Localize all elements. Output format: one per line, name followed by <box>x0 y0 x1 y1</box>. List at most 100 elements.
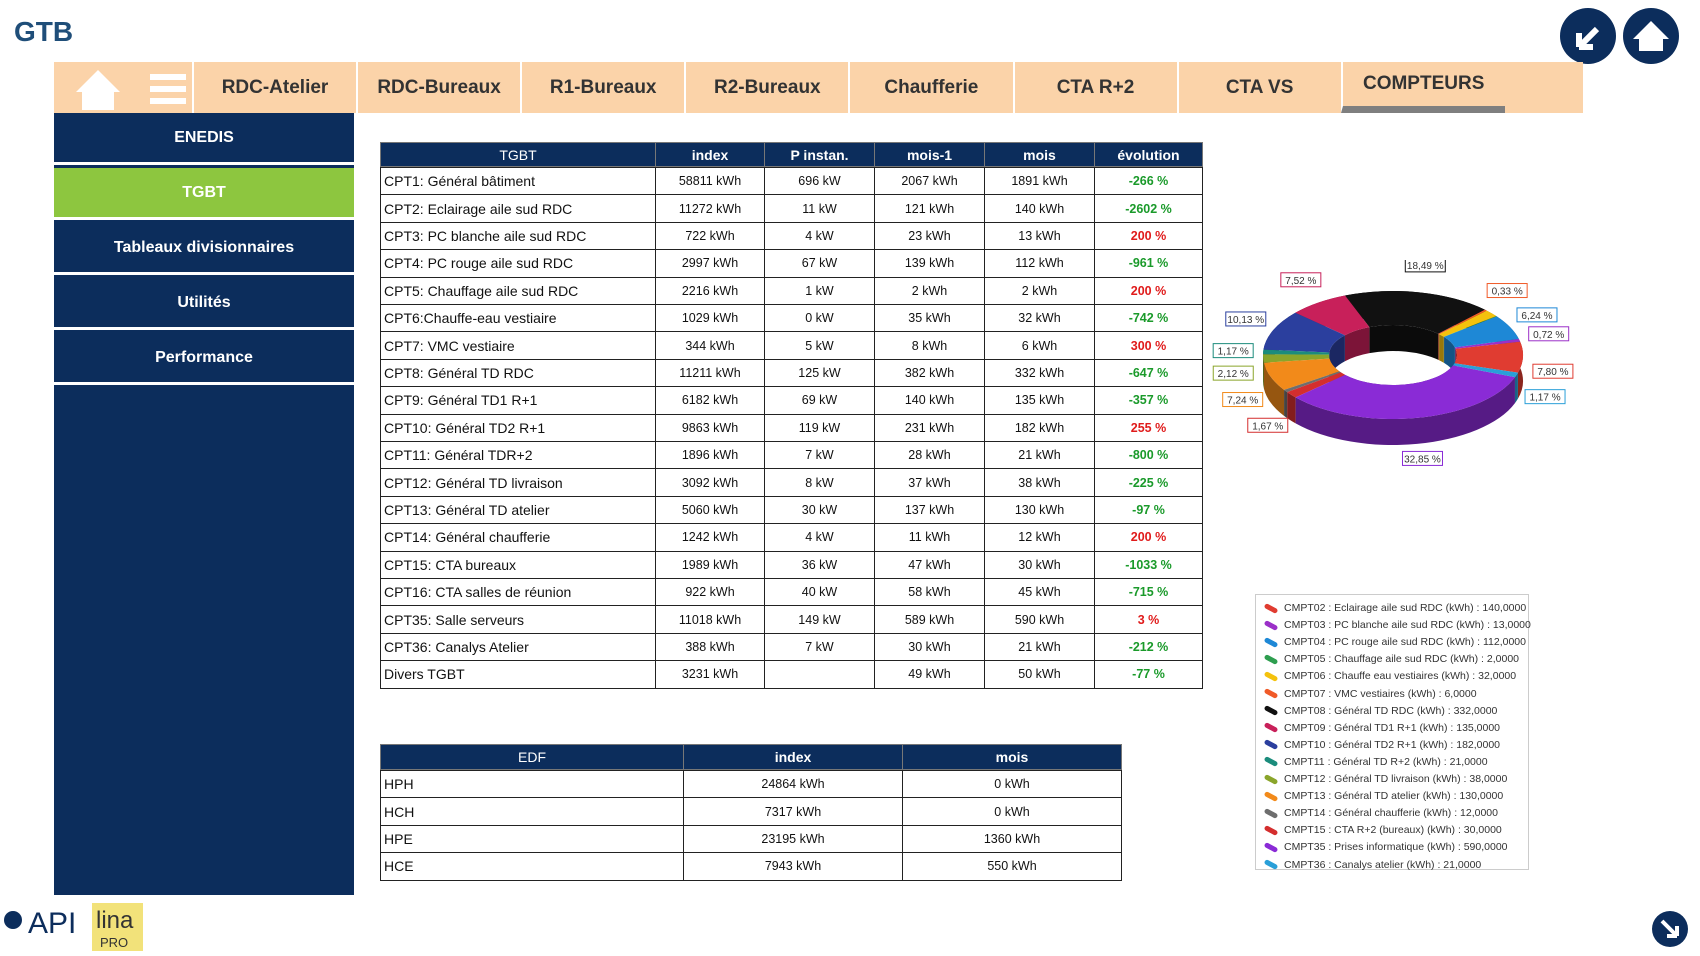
legend-label: CMPT10 : Général TD2 R+1 (kWh) : 182,000… <box>1284 738 1501 751</box>
lina-logo-box <box>92 903 143 951</box>
legend-label: CMPT09 : Général TD1 R+1 (kWh) : 135,000… <box>1284 721 1501 734</box>
table-cell: CPT11: Général TDR+2 <box>380 441 656 470</box>
legend-swatch <box>1263 705 1279 717</box>
legend-entry: CMPT03 : PC blanche aile sud RDC (kWh) :… <box>1263 617 1531 633</box>
legend-entry: CMPT02 : Eclairage aile sud RDC (kWh) : … <box>1263 600 1527 616</box>
slice-inner-side <box>1438 333 1440 361</box>
table-header-cell: TGBT <box>380 142 656 167</box>
app-title: GTB <box>14 16 74 47</box>
nav-tab[interactable]: RDC-Atelier <box>192 62 356 113</box>
table-cell: -800 % <box>1094 441 1203 470</box>
table-cell: 112 kWh <box>984 249 1095 278</box>
nav-tab[interactable]: CTA VS <box>1176 62 1341 113</box>
sidebar-item[interactable]: Tableaux divisionnaires <box>54 223 354 275</box>
slice-side <box>1514 372 1518 404</box>
legend-label: CMPT15 : CTA R+2 (bureaux) (kWh) : 30,00… <box>1284 824 1502 837</box>
table-cell: -77 % <box>1094 660 1203 689</box>
table-cell: 8 kWh <box>874 331 985 360</box>
legend-entry: CMPT11 : Général TD R+2 (kWh) : 21,0000 <box>1263 754 1488 770</box>
table-cell: 13 kWh <box>984 221 1095 251</box>
table-cell: 2 kWh <box>874 276 985 305</box>
legend-swatch <box>1263 739 1279 751</box>
legend-swatch <box>1263 756 1279 768</box>
table-cell: 9863 kWh <box>655 413 765 442</box>
donut-chart: 7,80 % 0,72 % 6,24 % 0,33 % 18,49 % 7,52 % 10,… <box>1212 260 1574 466</box>
table-cell: 7 kW <box>764 632 875 662</box>
table-cell: -212 % <box>1094 632 1203 662</box>
slice-label: 1,17 % <box>1529 393 1560 404</box>
table-cell: CPT10: Général TD2 R+1 <box>380 413 656 442</box>
table-cell: -357 % <box>1094 386 1203 415</box>
table-cell: 0 kWh <box>902 797 1122 826</box>
table-cell: HPE <box>380 824 684 854</box>
table-cell: 32 kWh <box>984 304 1095 333</box>
table-cell: 137 kWh <box>874 495 985 525</box>
legend-label: CMPT36 : Canalys atelier (kWh) : 21,0000 <box>1284 858 1482 871</box>
donut-slice <box>1454 341 1523 373</box>
legend-entry: CMPT13 : Général TD atelier (kWh) : 130,… <box>1263 788 1503 804</box>
table-cell: CPT8: Général TD RDC <box>380 358 656 388</box>
sidebar-item[interactable]: Performance <box>54 333 354 385</box>
table-cell: 30 kWh <box>984 550 1095 579</box>
sidebar-item[interactable]: Utilités <box>54 278 354 330</box>
nav-tab[interactable]: RDC-Bureaux <box>356 62 520 113</box>
table-header-cell: évolution <box>1094 142 1203 167</box>
table-header-cell: EDF <box>380 744 684 770</box>
slice-side <box>1295 377 1515 445</box>
table-cell: 130 kWh <box>984 495 1095 525</box>
table-cell: 67 kW <box>764 249 875 278</box>
slice-label-box <box>1222 392 1264 408</box>
donut-slice <box>1444 316 1519 348</box>
table-cell: 21 kWh <box>984 441 1095 470</box>
slice-label-box <box>1212 343 1254 359</box>
sidebar-item[interactable]: TGBT <box>54 168 354 220</box>
table-cell: 36 kW <box>764 550 875 579</box>
table-cell: 2997 kWh <box>655 249 765 278</box>
table-cell: 1029 kWh <box>655 304 765 333</box>
nav-icons[interactable] <box>68 64 188 112</box>
table-cell: 135 kWh <box>984 386 1095 415</box>
legend-label: CMPT02 : Eclairage aile sud RDC (kWh) : … <box>1284 602 1527 614</box>
legend-entry: CMPT05 : Chauffage aile sud RDC (kWh) : … <box>1263 651 1519 667</box>
table-cell: 231 kWh <box>874 413 985 442</box>
table-cell: 0 kWh <box>902 770 1122 799</box>
legend-swatch <box>1263 670 1279 682</box>
slice-label: 0,33 % <box>1492 287 1523 298</box>
sidebar-item[interactable]: ENEDIS <box>54 113 354 165</box>
legend-entry: CMPT04 : PC rouge aile sud RDC (kWh) : 1… <box>1263 634 1526 650</box>
table-cell: -266 % <box>1094 167 1203 196</box>
legend-swatch <box>1263 688 1279 699</box>
table-cell: -2602 % <box>1094 194 1203 223</box>
legend-swatch <box>1263 722 1279 734</box>
nav-tab[interactable]: R2-Bureaux <box>684 62 848 113</box>
table-cell: 3092 kWh <box>655 468 765 497</box>
scroll-button[interactable] <box>1650 909 1690 949</box>
legend-entry: CMPT35 : Prises informatique (kWh) : 590… <box>1263 839 1508 855</box>
table-cell: 58 kWh <box>874 578 985 607</box>
table-cell: 5060 kWh <box>655 495 765 525</box>
table-cell: 40 kW <box>764 578 875 607</box>
nav-home-icon[interactable] <box>76 70 120 110</box>
slice-label: 1,67 % <box>1252 421 1283 432</box>
table-cell: 11211 kWh <box>655 358 765 388</box>
slice-label-box <box>1524 389 1566 405</box>
table-cell: 47 kWh <box>874 550 985 579</box>
nav-tab[interactable]: Chaufferie <box>848 62 1012 113</box>
table-cell: CPT15: CTA bureaux <box>380 550 656 579</box>
slice-side <box>1284 389 1288 419</box>
donut-slice <box>1263 349 1330 355</box>
legend-swatch <box>1263 653 1279 665</box>
nav-tab[interactable]: COMPTEURS <box>1340 62 1505 113</box>
top-buttons[interactable] <box>1555 3 1695 69</box>
legend-entry: CMPT07 : VMC vestiaires (kWh) : 6,0000 <box>1263 686 1477 702</box>
table-cell: 922 kWh <box>655 578 765 607</box>
slice-side <box>1287 392 1296 424</box>
nav-tab[interactable]: R1-Bureaux <box>520 62 684 113</box>
slice-label: 2,12 % <box>1218 369 1249 380</box>
table-cell: 1891 kWh <box>984 167 1095 196</box>
slice-label-box <box>1528 326 1570 342</box>
table-cell: CPT14: Général chaufferie <box>380 523 656 552</box>
donut-slice <box>1438 309 1487 335</box>
table-header-cell: mois <box>984 142 1095 167</box>
nav-tab[interactable]: CTA R+2 <box>1012 62 1177 113</box>
